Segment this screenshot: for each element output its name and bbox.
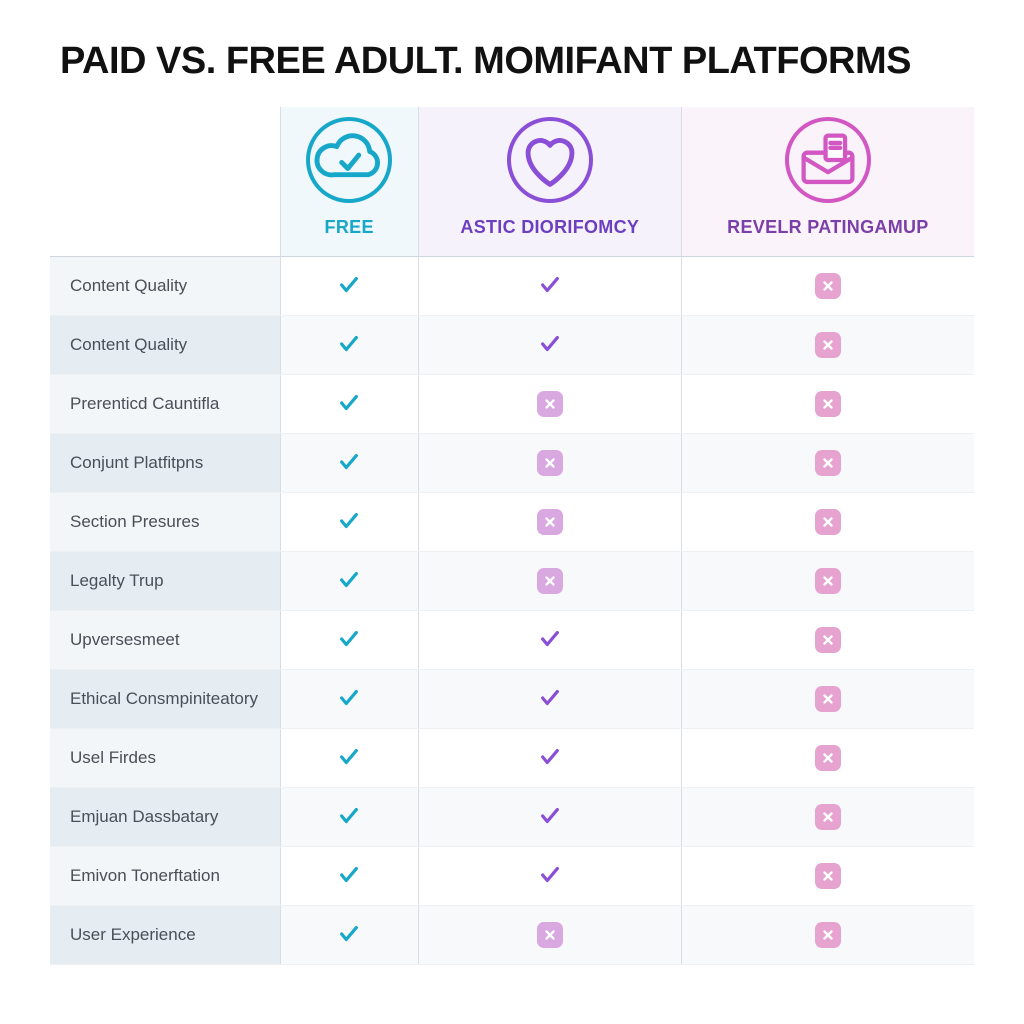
- cell-revelr: [681, 434, 974, 493]
- cell-revelr: [681, 375, 974, 434]
- column-label-free: Free: [325, 217, 374, 238]
- column-label-astic: Astic Diorifomcy: [460, 217, 639, 238]
- feature-label: Ethical Consmpiniteatory: [50, 670, 280, 729]
- cell-revelr: [681, 906, 974, 965]
- cell-revelr: [681, 788, 974, 847]
- check-icon: [536, 330, 564, 358]
- envelope-doc-icon: [785, 117, 871, 203]
- cross-icon: [814, 272, 842, 300]
- cell-revelr: [681, 257, 974, 316]
- check-icon: [536, 271, 564, 299]
- cross-icon: [814, 508, 842, 536]
- check-icon: [536, 802, 564, 830]
- cell-astic: [418, 375, 681, 434]
- check-icon: [335, 448, 363, 476]
- cell-revelr: [681, 847, 974, 906]
- feature-label: Prerenticd Cauntifla: [50, 375, 280, 434]
- cross-icon: [814, 685, 842, 713]
- cell-astic: [418, 316, 681, 375]
- cross-icon: [536, 508, 564, 536]
- feature-label: User Experience: [50, 906, 280, 965]
- check-icon: [335, 802, 363, 830]
- check-icon: [335, 566, 363, 594]
- column-header-astic: Astic Diorifomcy: [418, 107, 681, 257]
- cell-free: [280, 847, 418, 906]
- cross-icon: [814, 626, 842, 654]
- header-empty: [50, 107, 280, 257]
- cell-astic: [418, 552, 681, 611]
- cell-revelr: [681, 729, 974, 788]
- cell-astic: [418, 611, 681, 670]
- cross-icon: [814, 331, 842, 359]
- check-icon: [335, 743, 363, 771]
- column-label-revelr: Revelr Patingamup: [727, 217, 928, 238]
- cell-revelr: [681, 670, 974, 729]
- feature-label: Emjuan Dassbatary: [50, 788, 280, 847]
- cell-astic: [418, 257, 681, 316]
- check-icon: [536, 743, 564, 771]
- cell-astic: [418, 670, 681, 729]
- feature-label: Emivon Tonerftation: [50, 847, 280, 906]
- cross-icon: [814, 862, 842, 890]
- feature-label: Conjunt Platfitpns: [50, 434, 280, 493]
- column-header-free: Free: [280, 107, 418, 257]
- cell-astic: [418, 906, 681, 965]
- feature-label: Section Presures: [50, 493, 280, 552]
- cell-free: [280, 788, 418, 847]
- check-icon: [335, 920, 363, 948]
- cell-revelr: [681, 316, 974, 375]
- check-icon: [536, 861, 564, 889]
- cell-astic: [418, 847, 681, 906]
- cell-free: [280, 434, 418, 493]
- page-title: PAID VS. FREE ADULT. MOMIFANT PLATFORMS: [50, 40, 974, 83]
- cross-icon: [814, 390, 842, 418]
- feature-label: Legalty Trup: [50, 552, 280, 611]
- cell-revelr: [681, 493, 974, 552]
- check-icon: [335, 271, 363, 299]
- cell-revelr: [681, 611, 974, 670]
- cross-icon: [536, 449, 564, 477]
- check-icon: [536, 625, 564, 653]
- check-icon: [335, 684, 363, 712]
- heart-icon: [507, 117, 593, 203]
- check-icon: [335, 861, 363, 889]
- cell-free: [280, 493, 418, 552]
- cell-free: [280, 906, 418, 965]
- cross-icon: [536, 390, 564, 418]
- cell-astic: [418, 493, 681, 552]
- feature-label: Upversesmeet: [50, 611, 280, 670]
- cross-icon: [536, 921, 564, 949]
- cell-astic: [418, 729, 681, 788]
- feature-label: Content Quality: [50, 316, 280, 375]
- check-icon: [335, 507, 363, 535]
- cross-icon: [814, 567, 842, 595]
- cell-free: [280, 552, 418, 611]
- cross-icon: [536, 567, 564, 595]
- comparison-table: Free Astic Diorifomcy Revelr Pati: [50, 107, 974, 965]
- check-icon: [335, 625, 363, 653]
- cell-free: [280, 611, 418, 670]
- cross-icon: [814, 744, 842, 772]
- cross-icon: [814, 449, 842, 477]
- cloud-check-icon: [306, 117, 392, 203]
- feature-label: Usel Firdes: [50, 729, 280, 788]
- cell-free: [280, 316, 418, 375]
- cell-astic: [418, 788, 681, 847]
- check-icon: [335, 330, 363, 358]
- cross-icon: [814, 803, 842, 831]
- check-icon: [335, 389, 363, 417]
- cell-revelr: [681, 552, 974, 611]
- check-icon: [536, 684, 564, 712]
- cell-free: [280, 670, 418, 729]
- cross-icon: [814, 921, 842, 949]
- cell-free: [280, 257, 418, 316]
- column-header-revelr: Revelr Patingamup: [681, 107, 974, 257]
- cell-astic: [418, 434, 681, 493]
- cell-free: [280, 729, 418, 788]
- feature-label: Content Quality: [50, 257, 280, 316]
- cell-free: [280, 375, 418, 434]
